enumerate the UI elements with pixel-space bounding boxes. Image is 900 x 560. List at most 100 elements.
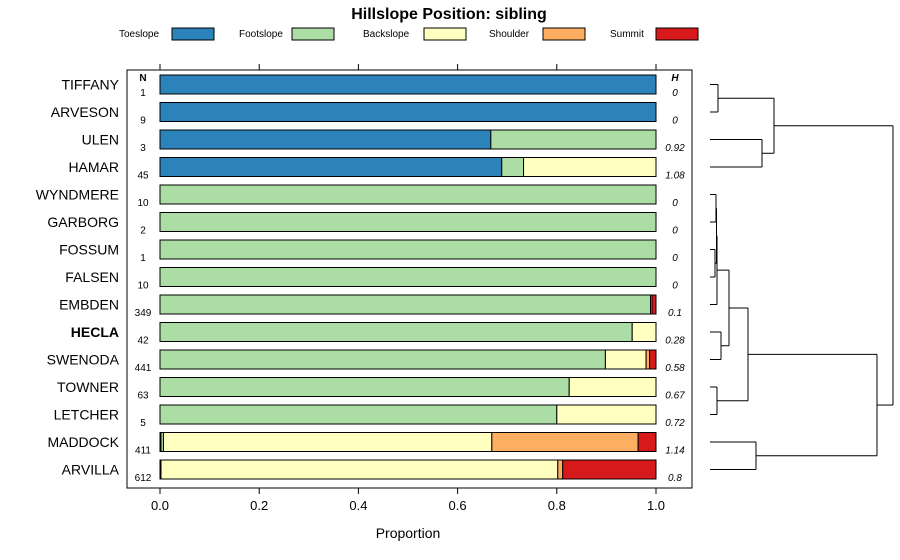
bar-segment xyxy=(159,74,657,95)
h-value: 0.1 xyxy=(668,308,682,319)
h-value: 0.58 xyxy=(665,363,685,374)
bar-segment xyxy=(159,184,657,205)
row-label: ULEN xyxy=(82,132,119,148)
h-value: 0 xyxy=(672,281,678,292)
row-label: HECLA xyxy=(71,324,119,340)
n-value: 9 xyxy=(140,116,146,127)
bar-segment xyxy=(637,432,657,452)
bar-segment xyxy=(490,129,657,150)
n-value: 441 xyxy=(135,363,152,374)
row-label: MADDOCK xyxy=(47,434,119,450)
x-tick-label: 0.0 xyxy=(151,498,169,513)
legend-swatch xyxy=(171,27,215,41)
h-value: 1.08 xyxy=(665,171,685,182)
bar-segment xyxy=(162,432,493,452)
legend-label: Footslope xyxy=(239,29,283,40)
n-value: 10 xyxy=(137,281,149,292)
bar-segment xyxy=(159,212,657,232)
legend-label: Backslope xyxy=(363,29,410,40)
n-values: 1 9 3 45 10 2 1 10 349 42 441 63 5 411 612 xyxy=(135,88,152,484)
row-label: ARVILLA xyxy=(62,462,120,478)
row-labels: TIFFANY ARVESON ULEN HAMAR WYNDMERE GARBORG FO… xyxy=(36,77,120,478)
h-values: 0 0 0.92 1.08 0 0 0 0 0.1 0.28 0.58 0.67 0.72 1.14 0.8 xyxy=(665,88,685,484)
bar-segment xyxy=(631,322,657,342)
x-axis-label: Proportion xyxy=(376,525,441,541)
bar-segment xyxy=(568,377,657,397)
h-value: 1.14 xyxy=(665,446,685,457)
legend-swatch xyxy=(423,27,467,41)
legend-label: Summit xyxy=(610,29,644,40)
n-value: 349 xyxy=(135,308,152,319)
x-tick-label: 1.0 xyxy=(647,498,665,513)
bar-segment xyxy=(501,157,525,177)
plot-frame xyxy=(126,69,693,489)
legend-swatch xyxy=(655,27,699,41)
x-tick-label: 0.6 xyxy=(449,498,467,513)
legend-label: Toeslope xyxy=(119,29,159,40)
legend: Toeslope Footslope Backslope Shoulder Summit xyxy=(119,27,699,41)
n-value: 3 xyxy=(140,143,146,154)
h-value: 0.67 xyxy=(665,391,685,402)
row-label: WYNDMERE xyxy=(36,187,119,203)
bar-segment xyxy=(557,459,564,480)
chart-title: Hillslope Position: sibling xyxy=(351,6,547,23)
bar-segment xyxy=(491,432,639,452)
row-label: GARBORG xyxy=(47,214,119,230)
bar-segment xyxy=(159,377,570,397)
dendrogram xyxy=(710,84,894,470)
bar-segment xyxy=(159,294,652,315)
n-header: N xyxy=(139,73,146,84)
bar-segment xyxy=(159,239,657,260)
legend-label: Shoulder xyxy=(489,29,530,40)
n-value: 2 xyxy=(140,226,146,237)
row-label: EMBDEN xyxy=(59,297,119,313)
bar-segment xyxy=(649,349,657,370)
x-axis: 0.0 0.2 0.4 0.6 0.8 1.0 xyxy=(151,64,665,513)
bar-segment xyxy=(159,102,657,122)
bar-segment xyxy=(159,322,633,342)
row-label: ARVESON xyxy=(51,104,119,120)
legend-swatch xyxy=(291,27,335,41)
h-value: 0 xyxy=(672,88,678,99)
x-tick-label: 0.4 xyxy=(349,498,367,513)
h-value: 0 xyxy=(672,226,678,237)
bar-segment xyxy=(159,157,503,177)
bar-segment xyxy=(645,349,651,370)
h-value: 0.28 xyxy=(665,336,685,347)
h-value: 0 xyxy=(672,116,678,127)
bar-segment xyxy=(604,349,647,370)
h-value: 0 xyxy=(672,253,678,264)
n-value: 42 xyxy=(137,336,149,347)
row-label: FOSSUM xyxy=(59,242,119,258)
x-tick-label: 0.2 xyxy=(250,498,268,513)
row-label: TOWNER xyxy=(57,379,119,395)
n-value: 1 xyxy=(140,253,146,264)
bar-segment xyxy=(159,129,492,150)
bar-segment xyxy=(159,267,657,287)
bar-segment xyxy=(523,157,657,177)
row-label: HAMAR xyxy=(68,159,119,175)
h-header: H xyxy=(671,73,679,84)
n-value: 1 xyxy=(140,88,146,99)
bar-segment xyxy=(651,294,657,315)
bar-segment xyxy=(159,349,606,370)
h-value: 0 xyxy=(672,198,678,209)
n-value: 612 xyxy=(135,473,152,484)
n-value: 411 xyxy=(135,446,151,457)
bar-segment xyxy=(562,459,657,480)
n-value: 63 xyxy=(137,391,149,402)
row-label: LETCHER xyxy=(54,407,119,423)
h-value: 0.92 xyxy=(665,143,685,154)
bar-segment xyxy=(160,459,559,480)
x-tick-label: 0.8 xyxy=(548,498,566,513)
row-label: SWENODA xyxy=(47,352,120,368)
n-value: 5 xyxy=(140,418,146,429)
row-label: FALSEN xyxy=(65,269,119,285)
bar-segment xyxy=(556,404,657,425)
n-value: 10 xyxy=(137,198,149,209)
h-value: 0.72 xyxy=(665,418,685,429)
bars xyxy=(159,74,657,480)
n-value: 45 xyxy=(137,171,149,182)
h-value: 0.8 xyxy=(668,473,682,484)
